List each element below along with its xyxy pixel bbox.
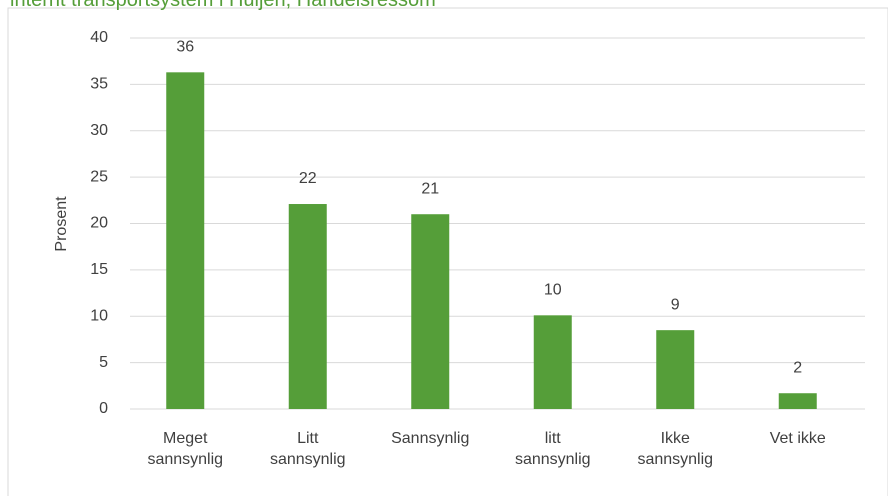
y-tick-label: 20 bbox=[90, 215, 108, 232]
y-tick-label: 40 bbox=[90, 29, 108, 46]
y-tick-label: 30 bbox=[90, 122, 108, 139]
y-axis-label: Prosent bbox=[53, 196, 70, 252]
data-label: 22 bbox=[299, 170, 317, 187]
x-tick-label: litt sannsynlig bbox=[514, 430, 591, 468]
y-tick-label: 0 bbox=[99, 400, 108, 417]
y-tick-label: 10 bbox=[90, 307, 108, 324]
y-tick-label: 35 bbox=[90, 76, 108, 93]
bar bbox=[778, 393, 817, 409]
chart-frame bbox=[7, 7, 888, 496]
data-label: 10 bbox=[544, 282, 562, 299]
bar bbox=[411, 214, 450, 409]
y-tick-label: 5 bbox=[99, 354, 108, 371]
x-tick-label: Ikke sannsynlig bbox=[637, 430, 714, 468]
data-label: 9 bbox=[671, 296, 680, 313]
data-label: 2 bbox=[793, 359, 802, 376]
x-tick-label: Sannsynlig bbox=[391, 430, 470, 447]
x-tick-label: Litt sannsynlig bbox=[269, 430, 346, 468]
y-tick-label: 15 bbox=[90, 261, 108, 278]
data-label: 21 bbox=[421, 180, 439, 197]
bar bbox=[533, 315, 572, 409]
x-tick-label: Meget sannsynlig bbox=[147, 430, 224, 468]
data-label: 36 bbox=[176, 39, 194, 56]
x-tick-label: Vet ikke bbox=[769, 430, 826, 447]
bar bbox=[288, 204, 327, 409]
chart-title: internt transportsystem i Huljen, Handel… bbox=[10, 0, 436, 11]
y-tick-label: 25 bbox=[90, 168, 108, 185]
bar bbox=[166, 72, 205, 409]
bar bbox=[656, 330, 695, 409]
